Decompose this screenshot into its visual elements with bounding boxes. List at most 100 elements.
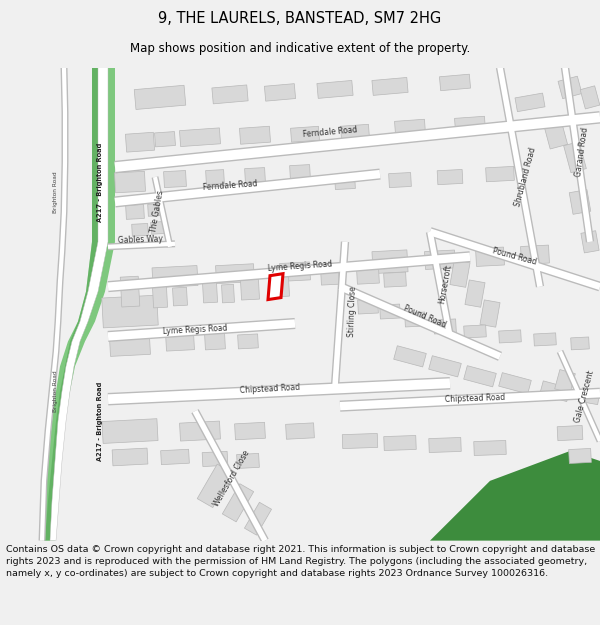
Polygon shape <box>429 438 461 452</box>
Polygon shape <box>197 464 233 508</box>
Polygon shape <box>542 116 568 149</box>
Polygon shape <box>205 333 226 350</box>
Text: Brighton Road: Brighton Road <box>53 371 58 412</box>
Polygon shape <box>384 436 416 451</box>
Polygon shape <box>102 419 158 443</box>
Polygon shape <box>151 221 166 234</box>
Polygon shape <box>202 451 228 467</box>
Polygon shape <box>372 78 408 96</box>
Text: A217 - Brighton Road: A217 - Brighton Road <box>97 142 103 222</box>
Text: Garand Road: Garand Road <box>574 127 590 178</box>
Polygon shape <box>173 288 187 306</box>
Polygon shape <box>115 171 146 192</box>
Polygon shape <box>404 312 425 327</box>
Polygon shape <box>202 280 218 303</box>
Polygon shape <box>148 204 163 216</box>
Text: Stirling Close: Stirling Close <box>347 286 358 337</box>
Polygon shape <box>131 224 148 236</box>
Polygon shape <box>271 276 290 297</box>
Polygon shape <box>557 426 583 441</box>
Polygon shape <box>356 269 379 284</box>
Polygon shape <box>554 369 575 393</box>
Polygon shape <box>455 116 485 132</box>
Polygon shape <box>558 76 582 99</box>
Polygon shape <box>125 132 155 152</box>
Polygon shape <box>179 128 221 146</box>
Polygon shape <box>317 81 353 98</box>
Polygon shape <box>152 266 198 288</box>
Polygon shape <box>120 276 140 307</box>
Text: Horsecroft: Horsecroft <box>437 263 453 304</box>
Text: 9, THE LAURELS, BANSTEAD, SM7 2HG: 9, THE LAURELS, BANSTEAD, SM7 2HG <box>158 11 442 26</box>
Polygon shape <box>206 169 224 184</box>
Polygon shape <box>335 174 355 189</box>
Text: Gables Way: Gables Way <box>118 234 163 245</box>
Polygon shape <box>125 204 145 219</box>
Polygon shape <box>476 247 505 266</box>
Polygon shape <box>290 164 310 179</box>
Polygon shape <box>223 484 254 522</box>
Text: Wellesford Close: Wellesford Close <box>212 448 252 508</box>
Polygon shape <box>244 503 272 535</box>
Text: The Gables: The Gables <box>149 190 165 234</box>
Polygon shape <box>290 126 319 142</box>
Polygon shape <box>474 441 506 456</box>
Polygon shape <box>179 421 220 441</box>
Text: Chipstead Road: Chipstead Road <box>445 392 505 404</box>
Text: Map shows position and indicative extent of the property.: Map shows position and indicative extent… <box>130 42 470 55</box>
Polygon shape <box>342 434 378 449</box>
Polygon shape <box>45 68 98 541</box>
Text: Lyme Regis Road: Lyme Regis Road <box>163 323 227 336</box>
Polygon shape <box>581 231 599 253</box>
Text: Pound Road: Pound Road <box>492 246 538 267</box>
Text: A217 - Brighton Road: A217 - Brighton Road <box>97 381 103 461</box>
Polygon shape <box>571 337 589 350</box>
Polygon shape <box>164 171 187 187</box>
Text: Pound Road: Pound Road <box>403 304 448 329</box>
Text: Brighton Road: Brighton Road <box>53 171 58 213</box>
Polygon shape <box>521 245 550 264</box>
Polygon shape <box>320 268 340 285</box>
Polygon shape <box>465 280 485 308</box>
Polygon shape <box>134 85 186 109</box>
Polygon shape <box>464 366 496 387</box>
Polygon shape <box>439 74 470 91</box>
Text: Contains OS data © Crown copyright and database right 2021. This information is : Contains OS data © Crown copyright and d… <box>6 545 595 578</box>
Polygon shape <box>358 299 379 314</box>
Polygon shape <box>280 262 310 281</box>
Text: Ferndale Road: Ferndale Road <box>202 179 257 192</box>
Polygon shape <box>563 142 586 172</box>
Polygon shape <box>239 126 271 144</box>
Polygon shape <box>286 423 314 439</box>
Polygon shape <box>515 93 545 112</box>
Polygon shape <box>241 279 260 300</box>
Polygon shape <box>499 330 521 343</box>
Polygon shape <box>383 272 406 288</box>
Polygon shape <box>450 260 470 288</box>
Polygon shape <box>580 388 600 404</box>
Polygon shape <box>161 449 190 464</box>
Polygon shape <box>245 168 265 182</box>
Polygon shape <box>485 166 514 182</box>
Polygon shape <box>395 119 425 135</box>
Polygon shape <box>166 332 194 351</box>
Polygon shape <box>480 300 500 327</box>
Polygon shape <box>394 346 427 367</box>
Polygon shape <box>102 295 158 328</box>
Polygon shape <box>238 334 259 349</box>
Polygon shape <box>428 356 461 377</box>
Polygon shape <box>50 68 108 541</box>
Polygon shape <box>221 284 235 303</box>
Polygon shape <box>434 319 457 334</box>
Text: Ferndale Road: Ferndale Road <box>302 126 358 139</box>
Text: Gale Crescent: Gale Crescent <box>574 369 596 423</box>
Polygon shape <box>235 422 265 440</box>
Text: Lyme Regis Road: Lyme Regis Road <box>268 260 332 274</box>
Polygon shape <box>112 448 148 466</box>
Polygon shape <box>212 85 248 104</box>
Polygon shape <box>499 372 532 394</box>
Text: Chipstead Road: Chipstead Road <box>239 383 301 395</box>
Polygon shape <box>569 189 591 214</box>
Polygon shape <box>215 264 254 284</box>
Polygon shape <box>580 86 600 109</box>
